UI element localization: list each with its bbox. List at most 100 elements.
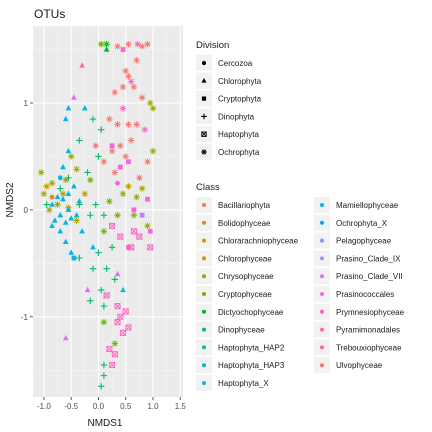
data-point xyxy=(89,115,97,123)
data-point xyxy=(59,190,67,198)
data-point xyxy=(127,137,135,144)
data-point xyxy=(138,94,146,101)
class-legend-label: Ochrophyta_X xyxy=(336,219,388,228)
data-point xyxy=(62,115,69,122)
data-point xyxy=(119,105,127,112)
data-point xyxy=(145,196,150,202)
data-point xyxy=(81,190,89,198)
data-point xyxy=(114,121,121,128)
plot-area: -1.0 -0.5 0.0 0.5 1.0 1.5 -1 0 1 xyxy=(21,26,187,411)
data-point xyxy=(57,212,64,218)
data-point xyxy=(89,265,97,272)
x-tick-label: 1.5 xyxy=(175,402,187,411)
division-legend-label: Dinophyta xyxy=(218,112,255,121)
class-legend-label: Ulvophyceae xyxy=(336,361,383,370)
legend-key-triangle xyxy=(201,78,207,83)
legend-color-swatch xyxy=(320,292,324,296)
x-tick-label: 0.0 xyxy=(93,402,105,411)
data-point xyxy=(131,207,137,213)
x-tick-label: 1.0 xyxy=(147,402,159,411)
data-point xyxy=(119,83,127,91)
data-point xyxy=(49,222,55,229)
data-point xyxy=(49,194,55,200)
x-tick-label: -0.5 xyxy=(64,402,78,411)
data-point xyxy=(109,222,116,229)
data-point xyxy=(106,115,113,123)
x-axis-title: NMDS1 xyxy=(87,418,122,429)
data-point xyxy=(97,383,105,390)
data-point xyxy=(111,351,118,358)
data-point xyxy=(122,153,129,160)
legend-color-swatch xyxy=(202,256,206,261)
x-tick-label: -1.0 xyxy=(37,402,51,411)
data-point xyxy=(57,175,63,181)
legend-color-swatch xyxy=(320,274,324,279)
data-point xyxy=(130,212,138,219)
class-legend-label: Bacillariophyta xyxy=(218,201,271,210)
data-point xyxy=(138,185,146,192)
legend-color-swatch xyxy=(320,327,324,332)
data-point xyxy=(84,169,91,176)
data-point xyxy=(111,89,119,96)
data-point xyxy=(122,308,129,315)
data-point xyxy=(65,174,72,182)
legend-color-swatch xyxy=(202,203,206,207)
legend-key-boxed-x xyxy=(201,131,207,137)
legend-color-swatch xyxy=(202,292,206,296)
data-point xyxy=(87,212,94,219)
data-point xyxy=(87,176,94,184)
data-point xyxy=(147,99,154,107)
data-point xyxy=(95,249,102,256)
data-point xyxy=(144,40,151,48)
division-legend-label: Ochrophyta xyxy=(218,148,260,157)
data-point xyxy=(100,318,108,326)
legend-key-circle xyxy=(201,60,207,66)
data-point xyxy=(65,190,72,196)
data-point xyxy=(111,340,119,347)
class-legend-label: Chlorarachniophyceae xyxy=(218,237,299,246)
data-point xyxy=(133,121,140,128)
data-points xyxy=(37,40,157,390)
data-point xyxy=(54,201,61,208)
data-point xyxy=(119,329,127,336)
y-tick-label: -1 xyxy=(21,313,29,322)
legend-color-swatch xyxy=(202,381,206,385)
data-point xyxy=(136,233,143,240)
class-legend-label: Bolidophyceae xyxy=(218,219,271,228)
data-point xyxy=(125,73,132,80)
data-point xyxy=(71,94,77,100)
data-point xyxy=(71,255,77,261)
data-point xyxy=(103,40,110,48)
data-point xyxy=(128,244,135,251)
data-point xyxy=(117,233,124,240)
data-point xyxy=(147,244,154,251)
class-legend-label: Pyramimonadales xyxy=(336,326,400,335)
data-point xyxy=(103,292,110,299)
data-point xyxy=(73,217,80,224)
class-legend-label: Dictyochophyceae xyxy=(218,308,284,317)
data-point xyxy=(46,206,53,214)
legend-color-swatch xyxy=(202,327,206,332)
data-point xyxy=(100,158,108,165)
data-point xyxy=(87,297,94,304)
data-point xyxy=(117,142,124,149)
data-point xyxy=(114,43,121,50)
data-point xyxy=(57,185,64,192)
data-point xyxy=(73,166,80,173)
division-legend-title: Division xyxy=(196,40,229,51)
data-point xyxy=(60,196,66,202)
class-legend-label: Chrysophyceae xyxy=(218,272,274,281)
legend-color-swatch xyxy=(320,238,324,243)
data-point xyxy=(133,193,140,201)
data-point xyxy=(90,244,96,250)
class-legend-label: Cryptophyceae xyxy=(218,290,272,299)
data-point xyxy=(114,303,121,310)
data-point xyxy=(127,78,135,85)
data-point xyxy=(149,147,157,155)
data-point xyxy=(51,217,58,223)
division-legend-label: Chlorophyta xyxy=(218,77,262,86)
data-point xyxy=(111,276,119,283)
data-point xyxy=(109,143,115,149)
legend-color-swatch xyxy=(202,363,206,368)
